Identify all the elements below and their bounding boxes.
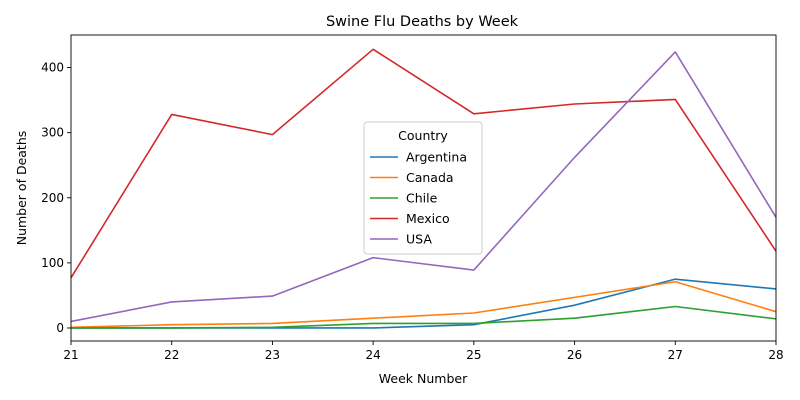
y-axis-ticks: 0 100 200 300 400 xyxy=(41,61,71,335)
x-tick-label: 26 xyxy=(567,348,582,362)
y-axis-label: Number of Deaths xyxy=(14,131,29,246)
y-tick-label: 0 xyxy=(56,321,64,335)
series-line-chile xyxy=(71,305,777,329)
axes-frame xyxy=(70,34,777,342)
legend-label-canada: Canada xyxy=(406,170,454,185)
x-axis-label: Week Number xyxy=(379,371,468,386)
y-tick-label: 400 xyxy=(41,61,64,75)
legend-label-chile: Chile xyxy=(406,191,438,206)
x-tick-label: 25 xyxy=(466,348,481,362)
legend: Country Argentina Canada Chile Mexico USA xyxy=(363,121,483,255)
x-axis-ticks: 21 22 23 24 25 26 27 28 xyxy=(63,341,784,362)
legend-label-argentina: Argentina xyxy=(406,150,467,165)
y-tick-label: 200 xyxy=(41,191,64,205)
x-tick-label: 24 xyxy=(366,348,381,362)
plot-area xyxy=(70,34,777,342)
x-tick-label: 23 xyxy=(265,348,280,362)
y-tick-label: 300 xyxy=(41,126,64,140)
x-tick-label: 22 xyxy=(164,348,179,362)
series-line-canada xyxy=(70,280,777,329)
legend-title: Country xyxy=(398,128,448,143)
x-tick-label: 27 xyxy=(668,348,683,362)
legend-label-usa: USA xyxy=(406,232,432,247)
legend-label-mexico: Mexico xyxy=(406,211,450,226)
chart-title: Swine Flu Deaths by Week xyxy=(326,14,519,30)
series-line-usa xyxy=(70,51,777,323)
x-tick-label: 21 xyxy=(63,348,78,362)
series-line-argentina xyxy=(71,278,777,329)
x-tick-label: 28 xyxy=(768,348,783,362)
legend-box xyxy=(363,121,483,255)
series-line-mexico xyxy=(70,48,777,279)
y-tick-label: 100 xyxy=(41,256,64,270)
